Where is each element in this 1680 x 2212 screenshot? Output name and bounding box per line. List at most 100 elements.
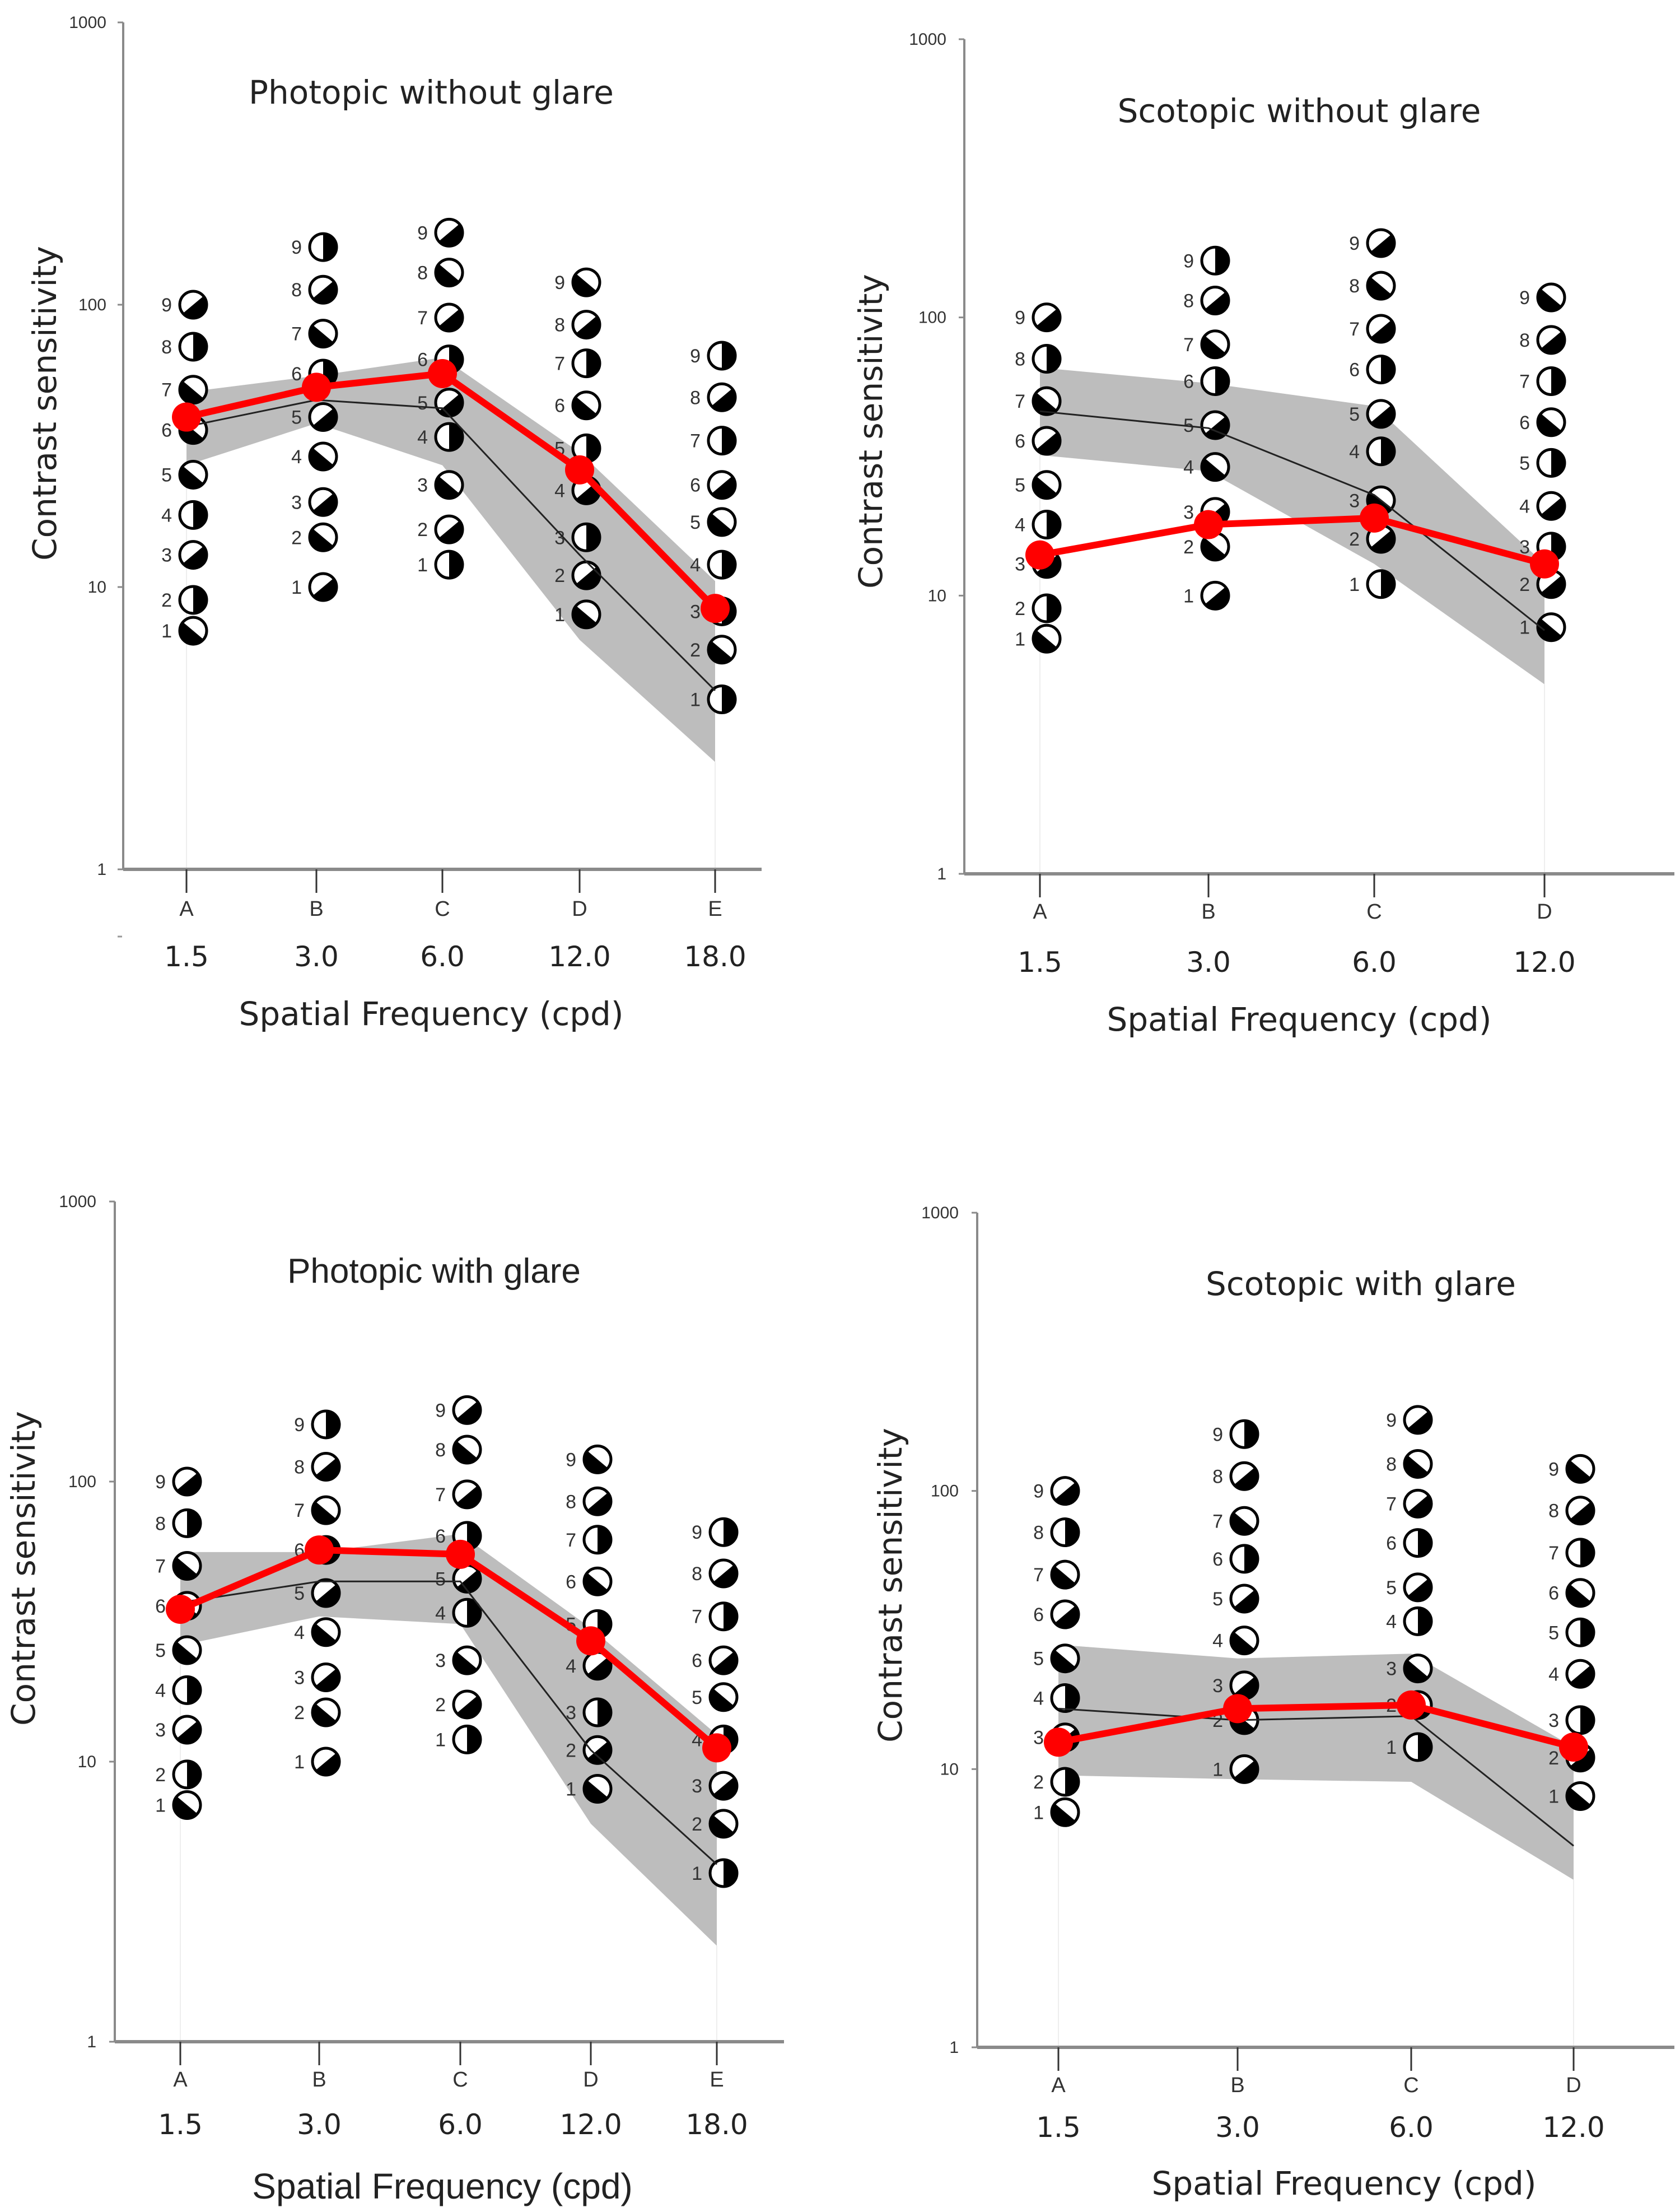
grating-patch-icon xyxy=(1032,426,1062,456)
x-frequency-label: 3.0 xyxy=(294,940,339,973)
grating-patch-icon xyxy=(1229,1544,1259,1574)
y-tick-label: 1000 xyxy=(69,13,106,32)
y-tick-label: 1000 xyxy=(909,30,946,49)
patient-data-point xyxy=(576,1626,605,1656)
grating-patch-icon xyxy=(1565,1578,1595,1608)
patch-level-label: 2 xyxy=(690,640,701,661)
grating-patch-icon xyxy=(1229,1461,1259,1491)
patch-level-label: 7 xyxy=(417,308,428,329)
patch-level-label: 4 xyxy=(1033,1688,1044,1710)
y-tick-label: 10 xyxy=(928,586,946,605)
grating-patch-icon xyxy=(707,684,737,715)
x-axis-label: Spatial Frequency (cpd) xyxy=(1152,2164,1537,2202)
patch-level-label: 3 xyxy=(1548,1710,1559,1731)
y-tick-label: 10 xyxy=(940,1760,959,1778)
grating-patch-icon xyxy=(1200,580,1230,611)
grating-patch-icon xyxy=(708,1858,739,1888)
patch-level-label: 2 xyxy=(1033,1772,1044,1793)
patch-level-label: 5 xyxy=(294,1583,305,1604)
patch-level-label: 3 xyxy=(554,527,565,548)
y-tick-label: 1000 xyxy=(921,1204,959,1222)
y-tick-label: 100 xyxy=(78,296,106,314)
patch-level-label: 9 xyxy=(692,1522,702,1543)
patch-level-label: 8 xyxy=(417,263,428,284)
grating-patch-icon xyxy=(1565,1538,1595,1568)
x-frequency-label: 1.5 xyxy=(1036,2111,1081,2144)
patch-level-label: 2 xyxy=(294,1702,305,1724)
grating-patch-icon xyxy=(1032,593,1062,623)
patient-data-point xyxy=(305,1535,334,1565)
patch-level-label: 8 xyxy=(1519,330,1530,351)
patch-level-label: 9 xyxy=(1212,1424,1223,1445)
patch-level-label: 4 xyxy=(1386,1611,1397,1632)
grating-patch-icon xyxy=(708,1771,739,1801)
grating-patch-icon xyxy=(434,217,464,248)
patch-level-label: 8 xyxy=(294,1456,305,1478)
patch-level-label: 3 xyxy=(155,1720,166,1741)
grating-patch-icon xyxy=(311,1409,341,1440)
x-axis-label: Spatial Frequency (cpd) xyxy=(239,995,624,1033)
normal-mean-line xyxy=(180,1580,718,1865)
x-frequency-label: 3.0 xyxy=(1215,2111,1260,2144)
patch-level-label: 1 xyxy=(1519,617,1530,639)
patch-level-label: 7 xyxy=(1349,319,1360,340)
grating-patch-icon xyxy=(582,1697,613,1727)
patch-level-label: 9 xyxy=(554,272,565,294)
chart-title: Scotopic without glare xyxy=(1118,92,1481,130)
grating-patch-icon xyxy=(571,348,601,379)
patch-level-label: 8 xyxy=(566,1491,576,1512)
grating-patch-icon xyxy=(707,635,737,665)
x-category-label: D xyxy=(572,897,587,921)
patch-level-label: 6 xyxy=(692,1650,702,1671)
patch-level-label: 7 xyxy=(554,353,565,375)
y-tick-label: 1 xyxy=(97,860,106,879)
patch-level-label: 6 xyxy=(1386,1533,1397,1554)
chart-title: Photopic with glare xyxy=(287,1252,581,1291)
grating-patch-icon xyxy=(1050,1767,1080,1797)
x-category-label: A xyxy=(179,897,194,921)
grating-patch-icon xyxy=(708,1601,739,1632)
x-category-label: A xyxy=(173,2068,188,2092)
normal-mean-line xyxy=(186,399,716,691)
patch-level-label: 1 xyxy=(1033,1802,1044,1823)
grating-patch-icon xyxy=(172,1635,202,1665)
grating-patch-icon xyxy=(1200,366,1230,396)
patch-level-label: 6 xyxy=(155,1596,166,1617)
grating-patch-icon xyxy=(707,382,737,412)
grating-patch-icon xyxy=(708,1682,739,1712)
grating-patch-icon xyxy=(452,1479,482,1510)
patch-level-label: 6 xyxy=(1349,360,1360,381)
y-axis-label: Contrast sensitivity xyxy=(852,274,890,589)
patch-level-label: 1 xyxy=(554,604,565,626)
grating-patch-icon xyxy=(571,310,601,340)
x-category-label: E xyxy=(710,2068,724,2092)
x-category-label: E xyxy=(708,897,722,921)
grating-patch-icon xyxy=(571,599,601,630)
grating-patch-icon xyxy=(311,1578,341,1608)
grating-patch-icon xyxy=(1536,282,1566,313)
grating-patch-icon xyxy=(1565,1454,1595,1484)
patch-level-label: 3 xyxy=(1033,1727,1044,1749)
grating-patch-icon xyxy=(1536,491,1566,521)
grating-patch-icon xyxy=(308,572,338,602)
x-frequency-label: 12.0 xyxy=(1542,2111,1604,2144)
grating-patch-icon xyxy=(707,426,737,456)
grating-patch-icon xyxy=(1050,1683,1080,1713)
grating-patch-icon xyxy=(1050,1476,1080,1506)
patient-data-point xyxy=(1223,1694,1252,1724)
grating-patch-icon xyxy=(582,1773,613,1804)
grating-patch-icon xyxy=(1229,1626,1259,1656)
normal-range-band xyxy=(1058,1645,1574,1880)
panel-scotopic-without-glare: 1 10 100 1000 A 1.5 B 3.0 C 6.0 D 12.0 1 2 3 4 5 6 7 8 9 1 2 3… xyxy=(852,30,1674,1039)
patch-level-label: 5 xyxy=(1519,453,1530,474)
grating-patch-icon xyxy=(1032,470,1062,500)
patient-data-point xyxy=(1044,1727,1073,1757)
patch-level-label: 1 xyxy=(435,1729,446,1750)
normal-mean-line xyxy=(1039,410,1545,631)
patient-data-point xyxy=(1559,1733,1588,1762)
x-category-label: C xyxy=(435,897,450,921)
grating-patch-icon xyxy=(1565,1617,1595,1647)
patch-level-label: 2 xyxy=(291,527,302,548)
patch-level-label: 9 xyxy=(161,295,172,316)
